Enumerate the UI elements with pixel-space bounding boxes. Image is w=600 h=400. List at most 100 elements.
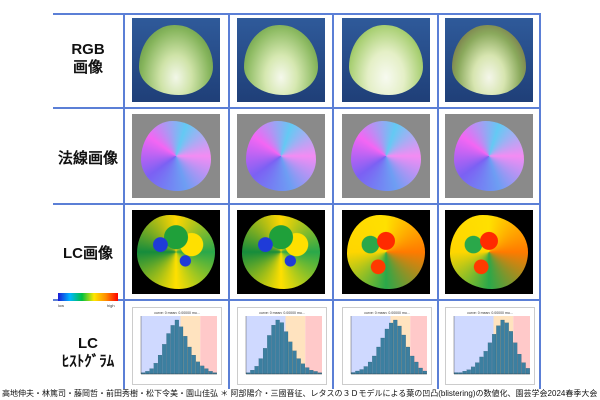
histogram-bar: [405, 346, 410, 375]
histogram-bar: [367, 361, 372, 375]
histogram-bar: [384, 328, 389, 375]
histogram-bar: [401, 334, 406, 375]
grid-line: [53, 107, 541, 109]
histogram-bar: [162, 344, 167, 375]
histogram-bar: [504, 322, 509, 375]
grid-line: [53, 13, 541, 15]
histogram-bar: [466, 369, 471, 375]
histogram-bar: [454, 372, 459, 375]
rgb-image-3: [342, 18, 430, 102]
rgb-image-4: [445, 18, 533, 102]
histogram-bar: [363, 366, 368, 375]
histogram-bar: [487, 342, 492, 375]
histogram-bar: [153, 363, 158, 375]
histogram-bar: [149, 368, 154, 375]
histogram-bar: [355, 370, 360, 375]
grid-line: [228, 13, 230, 389]
histogram-bar: [475, 362, 480, 375]
rgb-image-1: [132, 18, 220, 102]
histogram-bar: [397, 325, 402, 375]
histogram-bar: [309, 370, 314, 375]
lc-image-1: [132, 210, 220, 294]
lc-image-3: [342, 210, 430, 294]
histogram-bar: [212, 372, 217, 375]
histogram-bar: [496, 325, 501, 375]
histogram-bar: [422, 370, 427, 375]
row-label-rgb-line1: RGB: [71, 41, 105, 58]
grid-line: [539, 13, 541, 389]
histogram-bar: [351, 372, 356, 375]
grid-line: [53, 299, 541, 301]
histogram-bar: [393, 319, 398, 375]
histogram-bar: [200, 365, 205, 375]
histogram-zone: [305, 316, 322, 374]
normal-image-3: [342, 114, 430, 198]
histogram-bar: [372, 355, 377, 375]
histogram-bar: [508, 331, 513, 375]
histogram-bar: [376, 346, 381, 375]
row-label-hist-line2: ﾋｽﾄｸﾞﾗﾑ: [61, 353, 115, 370]
histogram-title: curve: 0 mean: 0.00000 mu...: [364, 311, 410, 315]
histogram-bar: [470, 366, 475, 375]
histogram-bar: [187, 346, 192, 375]
grid-line: [123, 13, 125, 389]
histogram-chart-3: curve: 0 mean: 0.00000 mu...: [350, 311, 427, 375]
histogram-bar: [208, 371, 213, 375]
grid-line: [332, 13, 334, 389]
histogram-bar: [414, 361, 419, 375]
histogram-bar: [492, 334, 497, 375]
histogram-bar: [479, 356, 484, 375]
histogram-chart-4: curve: 0 mean: 0.00000 mu...: [453, 311, 530, 375]
lc-histogram-3: curve: 0 mean: 0.00000 mu...: [342, 307, 432, 385]
row-label-lc: LC画像: [63, 245, 113, 262]
normal-image-2: [237, 114, 325, 198]
histogram-bar: [410, 355, 415, 375]
histogram-bar: [262, 348, 267, 375]
histogram-bar: [305, 367, 310, 375]
histogram-bar: [275, 319, 280, 375]
histogram-bar: [179, 326, 184, 375]
histogram-bar: [166, 333, 171, 375]
histogram-bar: [141, 372, 146, 375]
row-label-hist: LC ﾋｽﾄｸﾞﾗﾑ: [53, 335, 123, 371]
histogram-bar: [513, 342, 518, 375]
histogram-bar: [458, 372, 463, 375]
histogram-bar: [250, 370, 255, 375]
histogram-bar: [296, 358, 301, 375]
lc-image-4: [445, 210, 533, 294]
rgb-image-2: [237, 18, 325, 102]
histogram-bar: [145, 371, 150, 375]
row-label-rgb-line2: 画像: [72, 59, 103, 76]
grid-line: [437, 13, 439, 389]
histogram-title: curve: 0 mean: 0.00000 mu...: [467, 311, 513, 315]
lc-histogram-2: curve: 0 mean: 0.00000 mu...: [237, 307, 327, 385]
histogram-bar: [525, 368, 530, 375]
histogram-bar: [300, 363, 305, 375]
histogram-bar: [288, 341, 293, 375]
normal-image-4: [445, 114, 533, 198]
histogram-bar: [462, 371, 467, 375]
histogram-bar: [195, 361, 200, 375]
figure-grid: RGB 画像 法線画像 LC画像 LC ﾋｽﾄｸﾞﾗﾑ low high cur…: [53, 13, 541, 389]
histogram-bar: [271, 325, 276, 375]
citation-footer: 高地伸夫・林篤司・藤岡哲・前田秀樹・松下令美・園山佳弘 ＊ 阿部陽介・三國晋征、…: [2, 389, 598, 398]
histogram-bar: [292, 350, 297, 375]
histogram-bar: [380, 337, 385, 375]
histogram-bar: [183, 336, 188, 375]
histogram-bar: [279, 322, 284, 375]
grid-line: [53, 203, 541, 205]
histogram-bar: [258, 358, 263, 375]
histogram-bar: [254, 366, 259, 375]
histogram-bar: [284, 331, 289, 375]
histogram-zone: [200, 316, 217, 374]
histogram-zone: [410, 316, 427, 374]
row-label-normal: 法線画像: [57, 150, 118, 167]
colorbar-high-label: high: [107, 303, 115, 308]
histogram-bar: [157, 354, 162, 375]
histogram-bar: [521, 362, 526, 375]
normal-image-1: [132, 114, 220, 198]
lc-histogram-4: curve: 0 mean: 0.00000 mu...: [445, 307, 535, 385]
histogram-bar: [500, 319, 505, 375]
histogram-bar: [267, 335, 272, 375]
lc-colorbar: [58, 293, 118, 301]
